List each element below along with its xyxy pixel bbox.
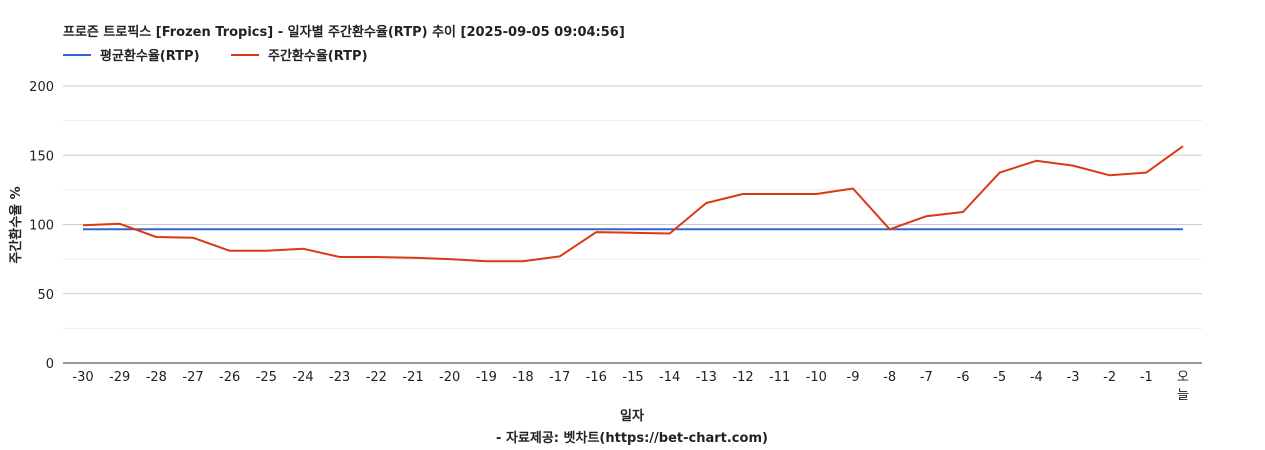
x-axis-label: 일자: [620, 409, 644, 424]
x-tick-label: -1: [1140, 370, 1153, 385]
x-tick-label: -4: [1030, 370, 1043, 385]
y-axis-label: 주간환수율 %: [8, 186, 24, 263]
x-tick-label: -19: [476, 370, 497, 385]
y-tick-label: 100: [29, 219, 54, 234]
x-tick-label: -27: [182, 370, 203, 385]
x-tick-label: -6: [957, 370, 970, 385]
x-axis-ticks: -30 -29 -28 -27 -26 -25 -24 -23 -22 -21 -20 -19 -18 -…: [72, 370, 1189, 403]
x-tick-label: -15: [622, 370, 643, 385]
y-tick-label: 150: [29, 149, 54, 164]
source-note: - 자료제공: 벳차트(https://bet-chart.com): [496, 430, 768, 446]
x-tick-label: -10: [806, 370, 827, 385]
legend-label: 주간환수율(RTP): [268, 48, 368, 64]
x-tick-label: -20: [439, 370, 460, 385]
x-tick-label: -14: [659, 370, 680, 385]
x-tick-label: -25: [256, 370, 277, 385]
x-tick-label: -13: [696, 370, 717, 385]
y-tick-label: 50: [37, 288, 54, 303]
x-tick-label: -11: [769, 370, 790, 385]
series-lines: [82, 145, 1184, 263]
x-tick-label: -24: [292, 370, 313, 385]
x-tick-label: -8: [883, 370, 896, 385]
x-tick-label: -17: [549, 370, 570, 385]
y-tick-label: 200: [29, 80, 54, 95]
x-tick-label: -21: [402, 370, 423, 385]
x-tick-label: -26: [219, 370, 240, 385]
chart-title: 프로즌 트로픽스 [Frozen Tropics] - 일자별 주간환수율(RT…: [63, 24, 625, 40]
series-line-weekly-rtp: [82, 145, 1184, 263]
x-tick-label: -12: [732, 370, 753, 385]
x-tick-label: -3: [1067, 370, 1080, 385]
x-tick-label: -30: [72, 370, 93, 385]
y-axis-ticks: 0 50 100 150 200: [29, 80, 54, 372]
x-tick-label: -22: [366, 370, 387, 385]
x-tick-label: -29: [109, 370, 130, 385]
x-tick-label: -2: [1103, 370, 1116, 385]
gridlines: [63, 85, 1202, 364]
x-tick-label: -18: [512, 370, 533, 385]
x-tick-label: -16: [586, 370, 607, 385]
legend-label: 평균환수율(RTP): [100, 48, 200, 64]
x-tick-label: -5: [993, 370, 1006, 385]
x-tick-label: -28: [146, 370, 167, 385]
x-tick-label: -23: [329, 370, 350, 385]
legend: 평균환수율(RTP) 주간환수율(RTP): [63, 48, 368, 64]
x-tick-label: -9: [847, 370, 860, 385]
y-tick-label: 0: [46, 357, 54, 372]
x-tick-label: -7: [920, 370, 933, 385]
